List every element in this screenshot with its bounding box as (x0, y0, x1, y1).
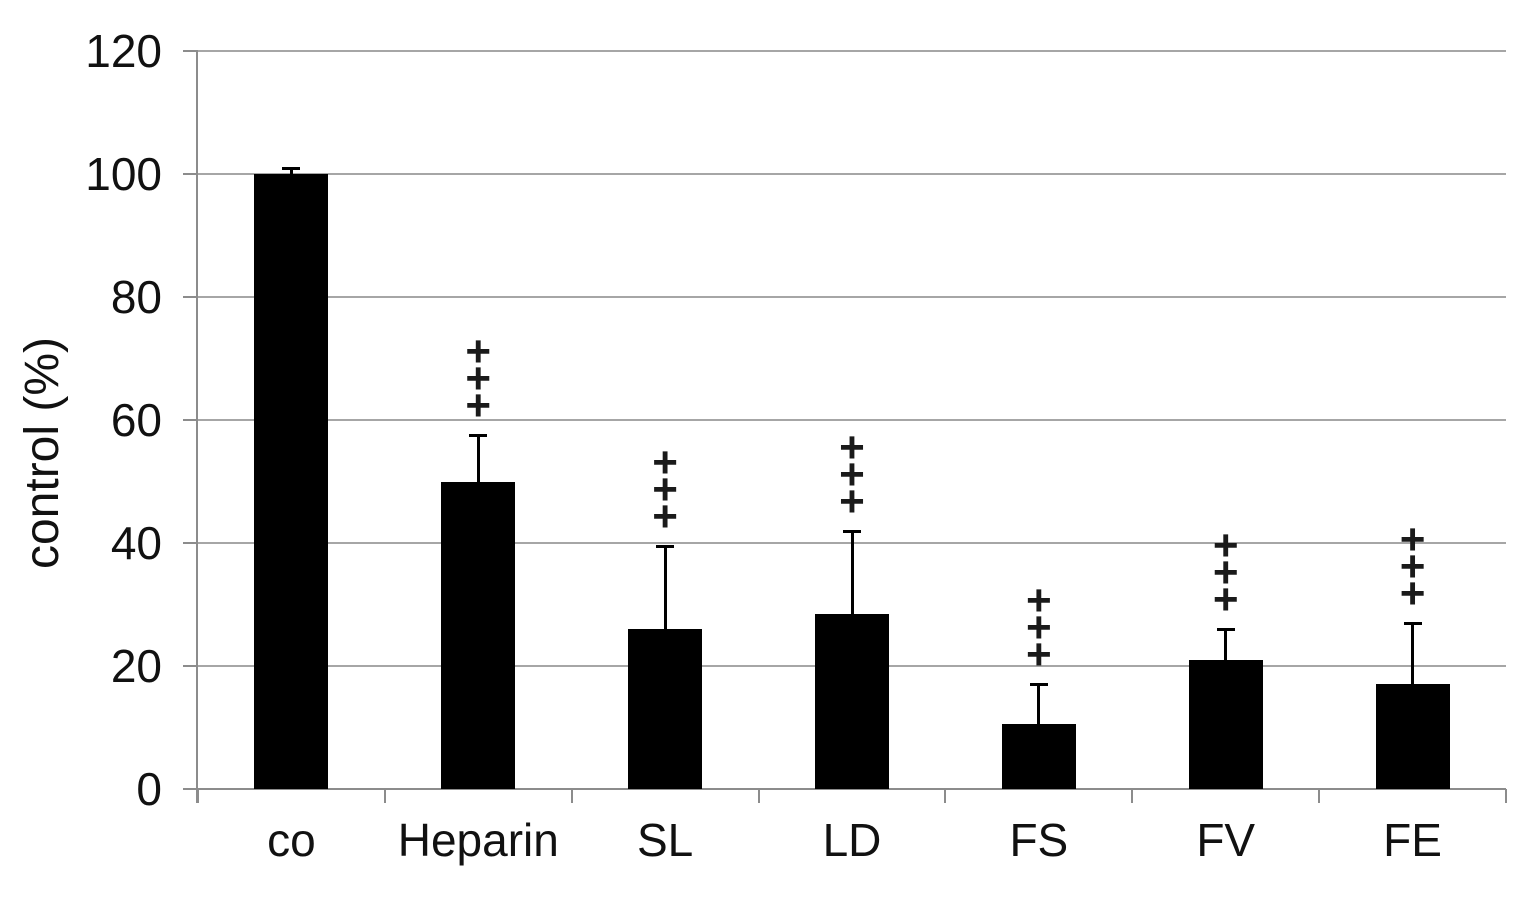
significance-annotation: + + + (625, 441, 705, 542)
significance-annotation: + + + (999, 579, 1079, 680)
y-tick-label: 80 (110, 271, 162, 323)
y-tick-mark (183, 665, 198, 667)
x-tick-mark (944, 789, 947, 803)
error-bar-whisker (1037, 684, 1041, 725)
x-category-label: FV (1196, 814, 1256, 866)
gridline (198, 296, 1506, 298)
error-bar-cap (1403, 621, 1422, 625)
x-tick-mark (1131, 789, 1134, 803)
plus-sign: + (652, 492, 678, 542)
error-bar-cap (656, 545, 675, 549)
x-tick-mark (757, 789, 760, 803)
x-axis-line (183, 788, 1506, 790)
significance-annotation: + + + (1373, 517, 1453, 618)
error-bar-whisker (289, 167, 293, 174)
x-category-label: FS (1009, 814, 1069, 866)
y-tick-label: 20 (110, 640, 162, 692)
bar (1001, 724, 1076, 789)
x-tick-mark (570, 789, 573, 803)
y-tick-mark (183, 296, 198, 298)
x-category-label: LD (822, 814, 882, 866)
plus-sign: + (1212, 575, 1239, 625)
x-category-label: SL (637, 814, 694, 866)
y-tick-label: 120 (85, 25, 162, 77)
error-bar-whisker (1224, 629, 1228, 660)
x-tick-mark (1318, 789, 1321, 803)
error-bar-cap (843, 529, 861, 533)
plus-sign: + (1025, 630, 1052, 680)
y-tick-label: 0 (136, 763, 162, 815)
y-tick-mark (183, 419, 198, 421)
error-bar-cap (1216, 628, 1235, 632)
error-bar-cap (1029, 683, 1048, 687)
x-category-label: FE (1383, 814, 1442, 866)
significance-annotation: + + + (812, 425, 892, 526)
x-tick-mark (383, 789, 386, 803)
error-bar-cap (282, 166, 301, 170)
y-axis-line (196, 51, 198, 803)
y-tick-label: 60 (110, 394, 162, 446)
x-category-label: Heparin (397, 814, 559, 866)
bar (441, 481, 516, 789)
error-bar-whisker (663, 546, 667, 630)
x-category-label: co (267, 814, 316, 866)
error-bar-whisker (1411, 622, 1415, 685)
bar (815, 613, 889, 789)
gridline (198, 419, 1506, 421)
plus-sign: + (1399, 568, 1426, 618)
y-tick-mark (183, 50, 198, 52)
gridline (198, 173, 1506, 175)
error-bar-whisker (850, 530, 854, 614)
plus-sign: + (465, 381, 492, 431)
error-bar-cap (469, 434, 488, 438)
significance-annotation: + + + (1186, 524, 1266, 625)
y-tick-label: 100 (85, 148, 162, 200)
y-tick-label: 40 (110, 517, 162, 569)
gridline (198, 50, 1506, 52)
x-tick-mark (1505, 789, 1507, 803)
y-tick-mark (183, 173, 198, 175)
y-tick-mark (183, 542, 198, 544)
x-tick-mark (197, 789, 199, 803)
error-bar-whisker (476, 435, 480, 482)
bar (628, 629, 703, 789)
bar (1375, 684, 1450, 789)
plus-sign: + (839, 476, 865, 526)
significance-annotation: + + + (438, 330, 518, 431)
bar (1188, 659, 1263, 789)
bar (254, 174, 329, 789)
